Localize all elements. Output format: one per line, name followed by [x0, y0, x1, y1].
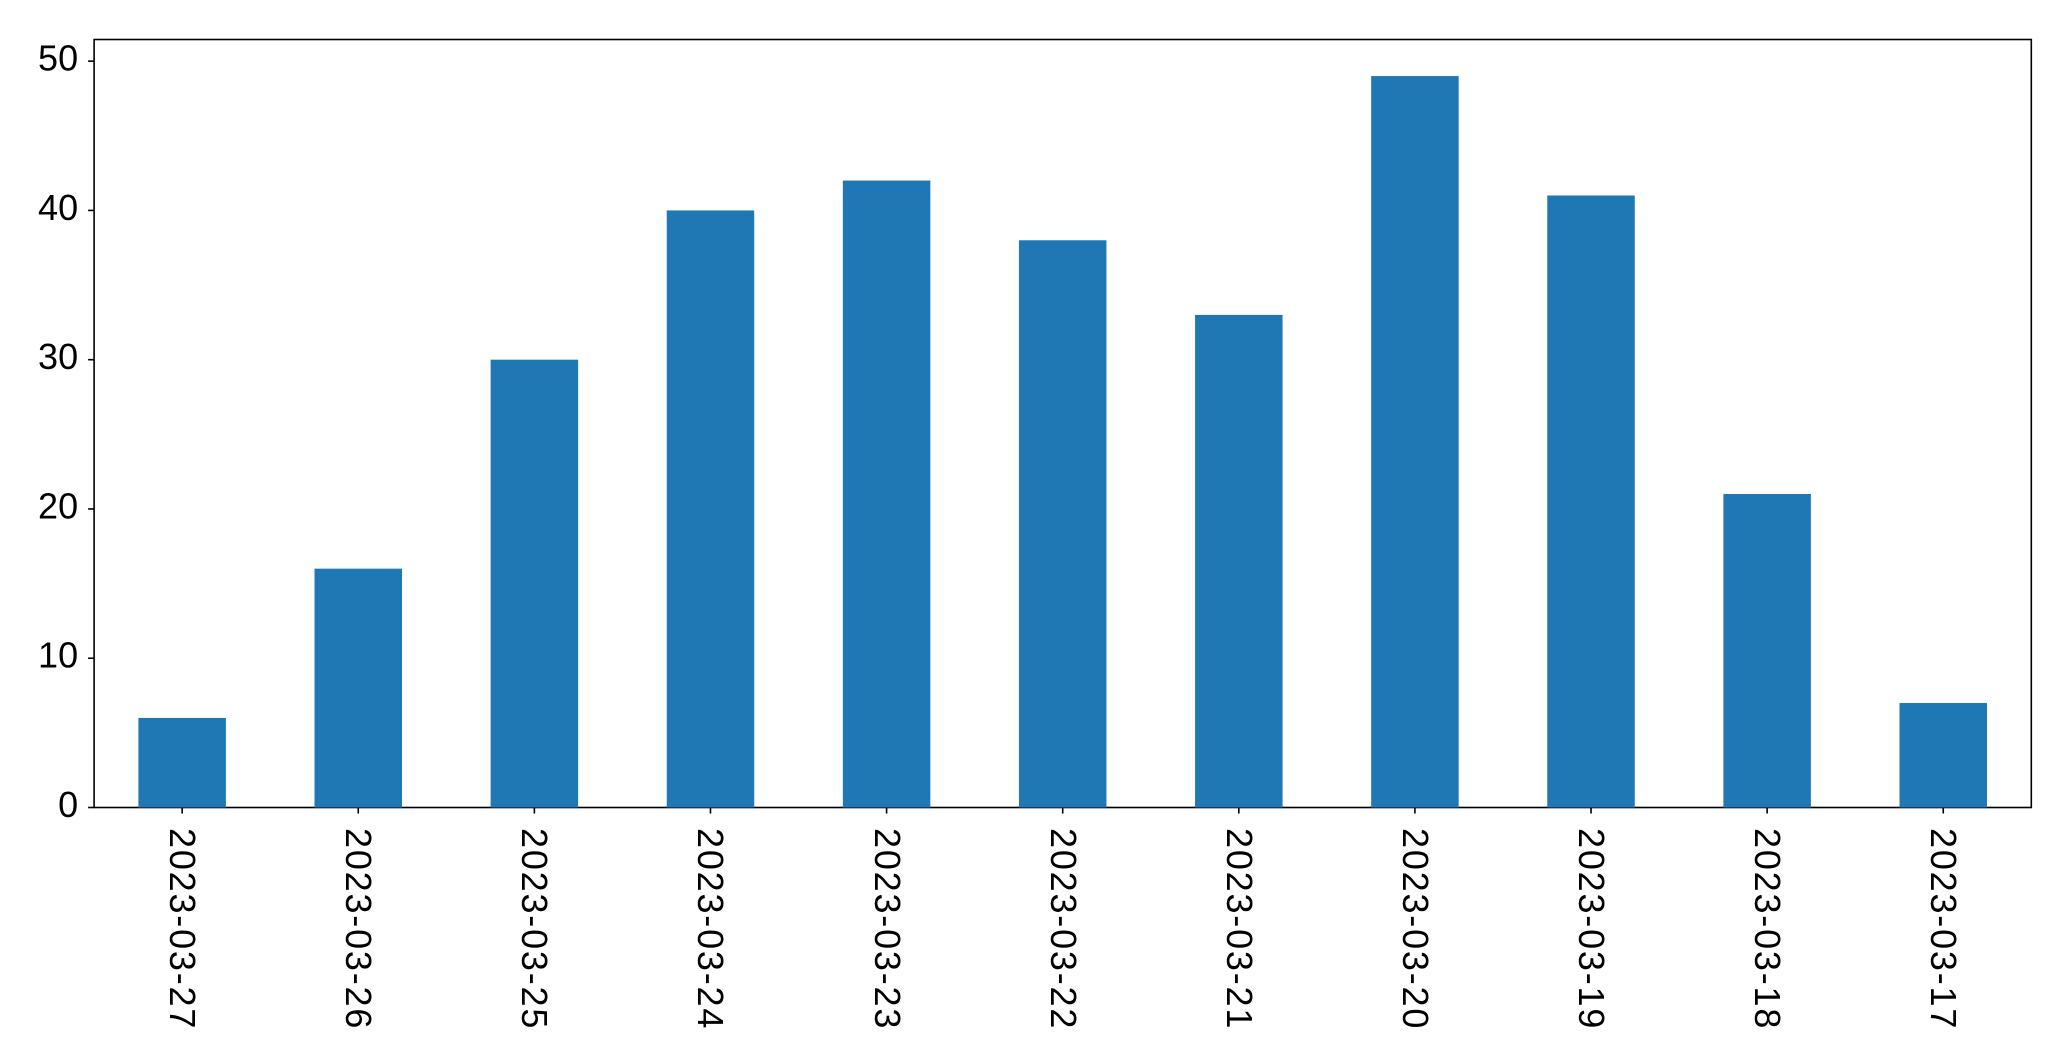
svg-text:20: 20 — [38, 485, 78, 526]
svg-text:10: 10 — [38, 635, 78, 676]
svg-text:0: 0 — [58, 784, 78, 825]
svg-text:30: 30 — [38, 336, 78, 377]
svg-text:40: 40 — [38, 187, 78, 228]
svg-text:50: 50 — [38, 38, 78, 79]
